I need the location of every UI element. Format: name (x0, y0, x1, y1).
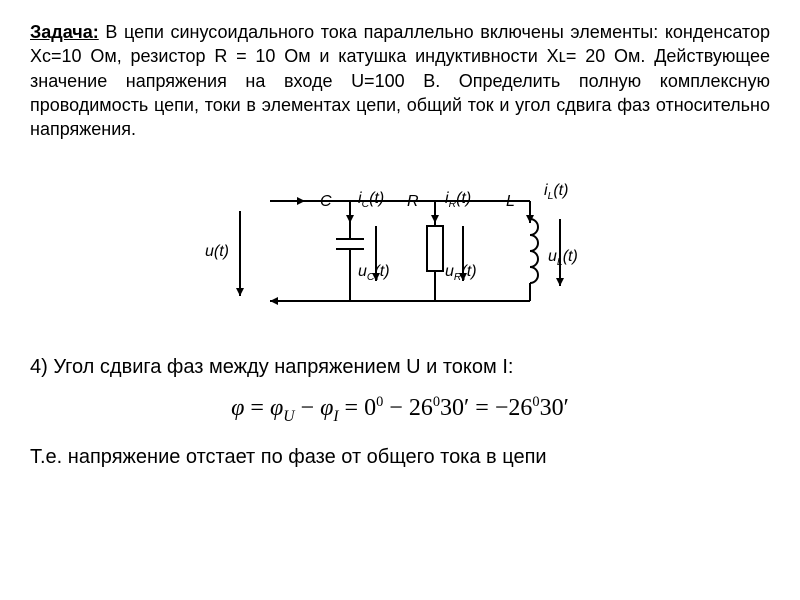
min2: 30′ (540, 395, 569, 421)
sym-phi: φ (231, 395, 244, 421)
phase-formula: φ = φU − φI = 00 − 26030′ = −26030′ (30, 394, 770, 426)
sym-minus1: − (301, 395, 321, 421)
svg-text:C: C (320, 193, 332, 210)
problem-header: Задача: (30, 22, 99, 42)
circuit-diagram: u(t) CiC(t) uC(t) RiR(t) uR(t) LiL(t) uL(t) (30, 161, 770, 331)
sym-eq1: = (250, 395, 270, 421)
deg2: 0 (532, 394, 539, 410)
sym-phiU: φ (270, 395, 283, 421)
svg-text:R: R (407, 193, 419, 210)
val-26a: 26 (409, 395, 433, 421)
sub-I: I (333, 408, 338, 425)
sym-phiI: φ (320, 395, 333, 421)
min1: 30′ (440, 395, 469, 421)
deg1: 0 (433, 394, 440, 410)
svg-text:iL(t): iL(t) (544, 182, 568, 202)
sym-eq3: = (475, 395, 495, 421)
step4-label: 4) Угол сдвига фаз между напряжением U и… (30, 356, 770, 379)
svg-text:L: L (506, 193, 515, 210)
conclusion-text: Т.е. напряжение отстает по фазе от общег… (30, 446, 770, 469)
val-zero: 0 (364, 395, 376, 421)
svg-text:iC(t): iC(t) (358, 190, 384, 210)
svg-text:uC(t): uC(t) (358, 263, 390, 283)
val-rhs: −26 (495, 395, 533, 421)
svg-text:uL(t): uL(t) (548, 248, 578, 268)
sym-eq2: = (345, 395, 365, 421)
problem-statement: Задача: В цепи синусоидального тока пара… (30, 20, 770, 141)
sym-minus2: − (389, 395, 409, 421)
problem-text: В цепи синусоидального тока параллельно … (30, 22, 770, 139)
deg0: 0 (376, 394, 383, 410)
svg-text:uR(t): uR(t) (445, 263, 477, 283)
svg-text:iR(t): iR(t) (445, 190, 471, 210)
svg-text:u(t): u(t) (205, 243, 229, 260)
sub-U: U (283, 408, 294, 425)
